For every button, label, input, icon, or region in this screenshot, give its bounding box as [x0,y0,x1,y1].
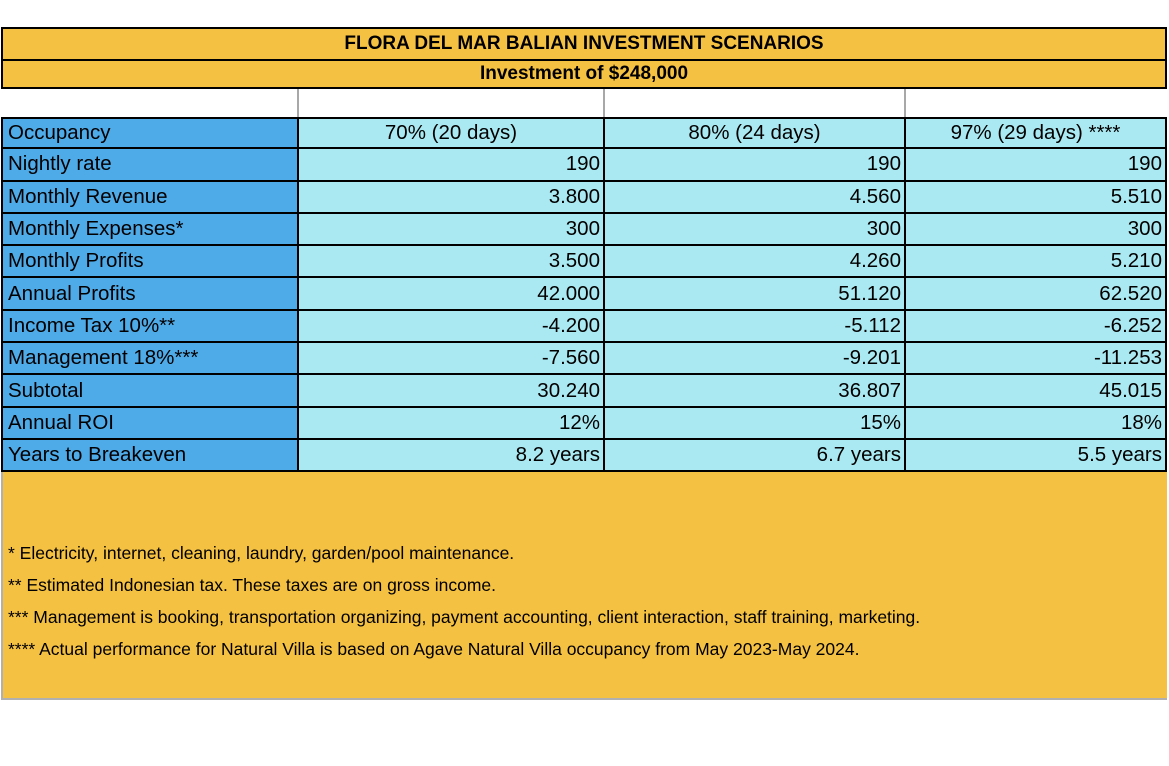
value-cell: 5.510 [906,181,1167,214]
value-cell: 62.520 [906,278,1167,311]
value-cell: -6.252 [906,310,1167,344]
blank-row [1,89,1167,117]
value-cell: 190 [906,149,1167,182]
footnotes-panel: * Electricity, internet, cleaning, laund… [1,472,1167,700]
value-cell: 15% [605,407,906,440]
value-cell: 8.2 years [299,439,605,473]
table-header-row: Occupancy 70% (20 days) 80% (24 days) 97… [1,117,1167,150]
table-subtitle: Investment of $248,000 [479,63,689,84]
footnote: *** Management is booking, transportatio… [8,607,921,627]
table-row: Management 18%*** -7.560 -9.201 -11.253 [1,343,1167,376]
table-row: Income Tax 10%** -4.200 -5.112 -6.252 [1,310,1167,344]
row-label: Subtotal [1,375,299,408]
table-row: Subtotal 30.240 36.807 45.015 [1,375,1167,408]
value-cell: 6.7 years [605,439,906,473]
table-row: Years to Breakeven 8.2 years 6.7 years 5… [1,439,1167,473]
footnotes-list: * Electricity, internet, cleaning, laund… [8,538,920,666]
value-cell: 190 [605,149,906,182]
value-cell: 300 [299,213,605,247]
value-cell: 45.015 [906,375,1167,408]
value-cell: -11.253 [906,343,1167,376]
blank-cell [299,89,605,117]
value-cell: 5.5 years [906,439,1167,473]
row-label: Income Tax 10%** [1,310,299,344]
investment-table: FLORA DEL MAR BALIAN INVESTMENT SCENARIO… [1,27,1167,473]
scenario-header: 70% (20 days) [299,117,605,150]
value-cell: 300 [906,213,1167,247]
value-cell: 5.210 [906,246,1167,279]
table-row: Annual ROI 12% 15% 18% [1,407,1167,440]
footnote: **** Actual performance for Natural Vill… [8,639,860,659]
row-label: Management 18%*** [1,343,299,376]
value-cell: -4.200 [299,310,605,344]
table-row: Monthly Revenue 3.800 4.560 5.510 [1,181,1167,214]
value-cell: 42.000 [299,278,605,311]
footnote: ** Estimated Indonesian tax. These taxes… [8,575,497,595]
value-cell: 3.800 [299,181,605,214]
table-row: Monthly Profits 3.500 4.260 5.210 [1,246,1167,279]
value-cell: -7.560 [299,343,605,376]
title-row: FLORA DEL MAR BALIAN INVESTMENT SCENARIO… [1,27,1167,59]
table-row: Annual Profits 42.000 51.120 62.520 [1,278,1167,311]
table-row: Nightly rate 190 190 190 [1,149,1167,182]
blank-cell [906,89,1167,117]
row-label: Nightly rate [1,149,299,182]
value-cell: 12% [299,407,605,440]
subtitle-row: Investment of $248,000 [1,59,1167,89]
value-cell: 300 [605,213,906,247]
value-cell: -9.201 [605,343,906,376]
footnote: * Electricity, internet, cleaning, laund… [8,543,515,563]
value-cell: 190 [299,149,605,182]
blank-cell [1,89,299,117]
value-cell: 51.120 [605,278,906,311]
row-label: Monthly Revenue [1,181,299,214]
row-label: Occupancy [1,117,299,150]
value-cell: 4.260 [605,246,906,279]
row-label: Monthly Profits [1,246,299,279]
row-label: Monthly Expenses* [1,213,299,247]
value-cell: 3.500 [299,246,605,279]
blank-cell [605,89,906,117]
scenario-header: 80% (24 days) [605,117,906,150]
value-cell: -5.112 [605,310,906,344]
table-row: Monthly Expenses* 300 300 300 [1,213,1167,247]
row-label: Annual ROI [1,407,299,440]
value-cell: 4.560 [605,181,906,214]
value-cell: 18% [906,407,1167,440]
table-title: FLORA DEL MAR BALIAN INVESTMENT SCENARIO… [344,33,824,54]
value-cell: 30.240 [299,375,605,408]
row-label: Years to Breakeven [1,439,299,473]
scenario-header: 97% (29 days) **** [906,117,1167,150]
row-label: Annual Profits [1,278,299,311]
value-cell: 36.807 [605,375,906,408]
